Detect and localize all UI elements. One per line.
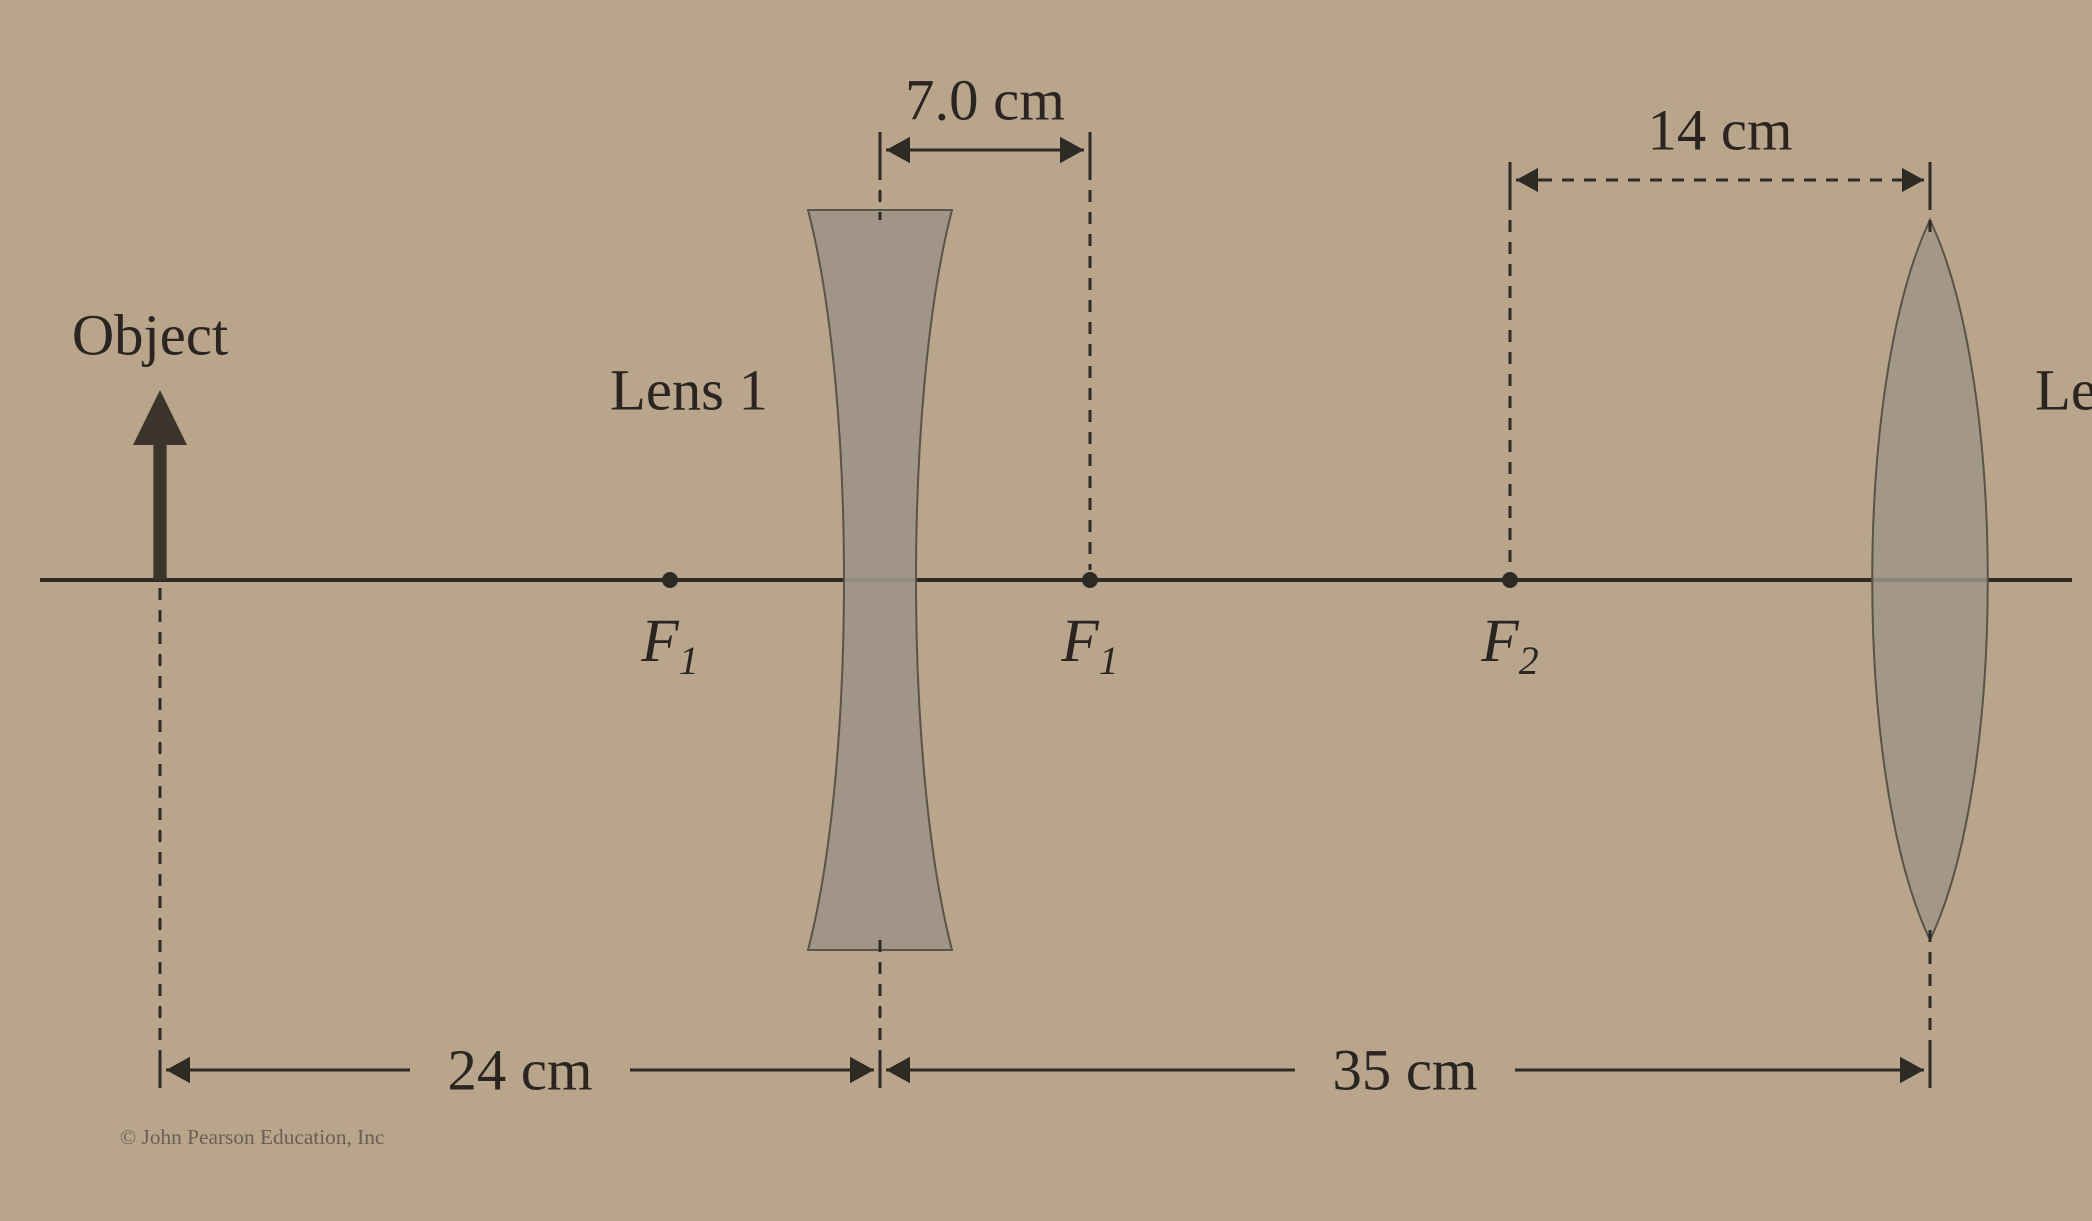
- lens2-label: Lens 2: [2035, 357, 2092, 424]
- focal-label-f2-left: F2: [1481, 606, 1538, 684]
- diagram-canvas: [0, 0, 2092, 1221]
- copyright-footer: © John Pearson Education, Inc: [120, 1125, 384, 1150]
- dimension-top-f1: 7.0 cm: [905, 67, 1065, 134]
- lens1-label: Lens 1: [610, 357, 768, 424]
- dimension-bottom-d2: 35 cm: [1333, 1037, 1478, 1104]
- object-label: Object: [72, 302, 228, 369]
- dimension-top-f2: 14 cm: [1648, 97, 1793, 164]
- focal-label-f1-left: F1: [641, 606, 698, 684]
- dimension-bottom-d1: 24 cm: [448, 1037, 593, 1104]
- focal-label-f1-right: F1: [1061, 606, 1118, 684]
